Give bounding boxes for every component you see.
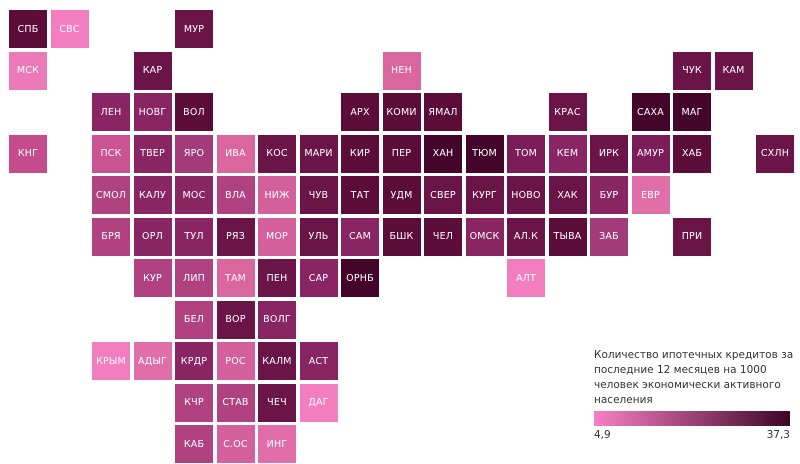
region-tile: ЧЕЛ: [424, 217, 462, 256]
legend-title: Количество ипотечных кредитов за последн…: [594, 349, 794, 406]
region-tile: РЯЗ: [216, 217, 255, 256]
region-tile: НОВО: [507, 176, 545, 214]
region-tile: АЛ.К: [507, 217, 545, 256]
region-tile: ПРИ: [673, 217, 711, 256]
region-tile: ХАН: [424, 134, 462, 173]
region-tile: АДЫГ: [133, 342, 172, 380]
region-tile: КУРГ: [465, 176, 504, 214]
region-tile: ОРНБ: [341, 259, 379, 297]
region-tile: КАБ: [175, 425, 213, 463]
region-tile: ОРЛ: [133, 217, 172, 256]
region-tile: БУР: [590, 176, 628, 214]
region-tile: ДАГ: [299, 383, 338, 422]
region-tile: ПЕН: [258, 259, 296, 297]
region-tile: КАР: [133, 51, 172, 90]
region-tile: КАЛУ: [133, 176, 172, 214]
region-tile: ТОМ: [507, 134, 545, 173]
region-tile: ЧУК: [673, 51, 711, 90]
region-tile: МУР: [175, 10, 213, 48]
region-tile: РОС: [216, 342, 255, 380]
region-tile: КРАС: [548, 93, 587, 131]
region-tile: АСТ: [299, 342, 338, 380]
region-tile: СМОЛ: [92, 176, 130, 214]
region-tile: ИВА: [216, 134, 255, 173]
region-tile: МСК: [9, 51, 47, 90]
region-tile: КРЫМ: [92, 342, 130, 380]
legend-max-label: 37,3: [766, 429, 790, 441]
region-tile: АМУР: [631, 134, 670, 173]
region-tile: МОС: [175, 176, 213, 214]
region-tile: СТАВ: [216, 383, 255, 422]
region-tile: ВОЛГ: [258, 300, 296, 339]
region-tile: С.ОС: [216, 425, 255, 463]
region-tile: СВС: [50, 10, 89, 48]
region-tile: ТАТ: [341, 176, 379, 214]
region-tile: ОМСК: [465, 217, 504, 256]
region-tile: ИНГ: [258, 425, 296, 463]
legend-gradient-bar: [594, 411, 790, 426]
region-tile: ПСК: [92, 134, 130, 173]
region-tile: МАРИ: [299, 134, 338, 173]
color-legend: Количество ипотечных кредитов за последн…: [594, 348, 794, 443]
region-tile: АЛТ: [507, 259, 545, 297]
region-tile: БШК: [382, 217, 421, 256]
region-tile: МАГ: [673, 93, 711, 131]
region-tile: ЛИП: [175, 259, 213, 297]
legend-min-label: 4,9: [594, 429, 611, 441]
region-tile: ВЛА: [216, 176, 255, 214]
region-tile: ЯРО: [175, 134, 213, 173]
region-tile: ХАК: [548, 176, 587, 214]
region-tile: ВОЛ: [175, 93, 213, 131]
region-tile: ТАМ: [216, 259, 255, 297]
region-tile: САР: [299, 259, 338, 297]
region-tile: ЧЕЧ: [258, 383, 296, 422]
region-tile: ТВЕР: [133, 134, 172, 173]
region-tile: НОВГ: [133, 93, 172, 131]
region-tile: КИР: [341, 134, 379, 173]
region-tile: ПЕР: [382, 134, 421, 173]
region-tile: СХЛН: [756, 134, 794, 173]
region-tile: БРЯ: [92, 217, 130, 256]
region-tile: КАЛМ: [258, 342, 296, 380]
region-tile: ЗАБ: [590, 217, 628, 256]
region-tile: КЧР: [175, 383, 213, 422]
region-tile: КОМИ: [382, 93, 421, 131]
region-tile: САМ: [341, 217, 379, 256]
region-tile: ТУЛ: [175, 217, 213, 256]
region-tile: КРДР: [175, 342, 213, 380]
region-tile: ЕВР: [631, 176, 670, 214]
region-tile: СПБ: [9, 10, 47, 48]
legend-ticks: 4,9 37,3: [594, 429, 790, 443]
region-tile: УЛЬ: [299, 217, 338, 256]
region-tile: НИЖ: [258, 176, 296, 214]
region-tile: КАМ: [714, 51, 753, 90]
region-tile: ЛЕН: [92, 93, 130, 131]
region-tile: ИРК: [590, 134, 628, 173]
region-tile: СВЕР: [424, 176, 462, 214]
region-tile: ТЫВА: [548, 217, 587, 256]
region-tile: САХА: [631, 93, 670, 131]
region-tile: КНГ: [9, 134, 47, 173]
region-tile: БЕЛ: [175, 300, 213, 339]
region-tile: КУР: [133, 259, 172, 297]
region-tile: АРХ: [341, 93, 379, 131]
region-tile: ТЮМ: [465, 134, 504, 173]
region-tile: ВОР: [216, 300, 255, 339]
region-tile: КОС: [258, 134, 296, 173]
region-tile: КЕМ: [548, 134, 587, 173]
region-tile: УДМ: [382, 176, 421, 214]
region-tile: МОР: [258, 217, 296, 256]
region-tile: ЯМАЛ: [424, 93, 462, 131]
region-tile: НЕН: [382, 51, 421, 90]
region-tile: ЧУВ: [299, 176, 338, 214]
region-tile: ХАБ: [673, 134, 711, 173]
